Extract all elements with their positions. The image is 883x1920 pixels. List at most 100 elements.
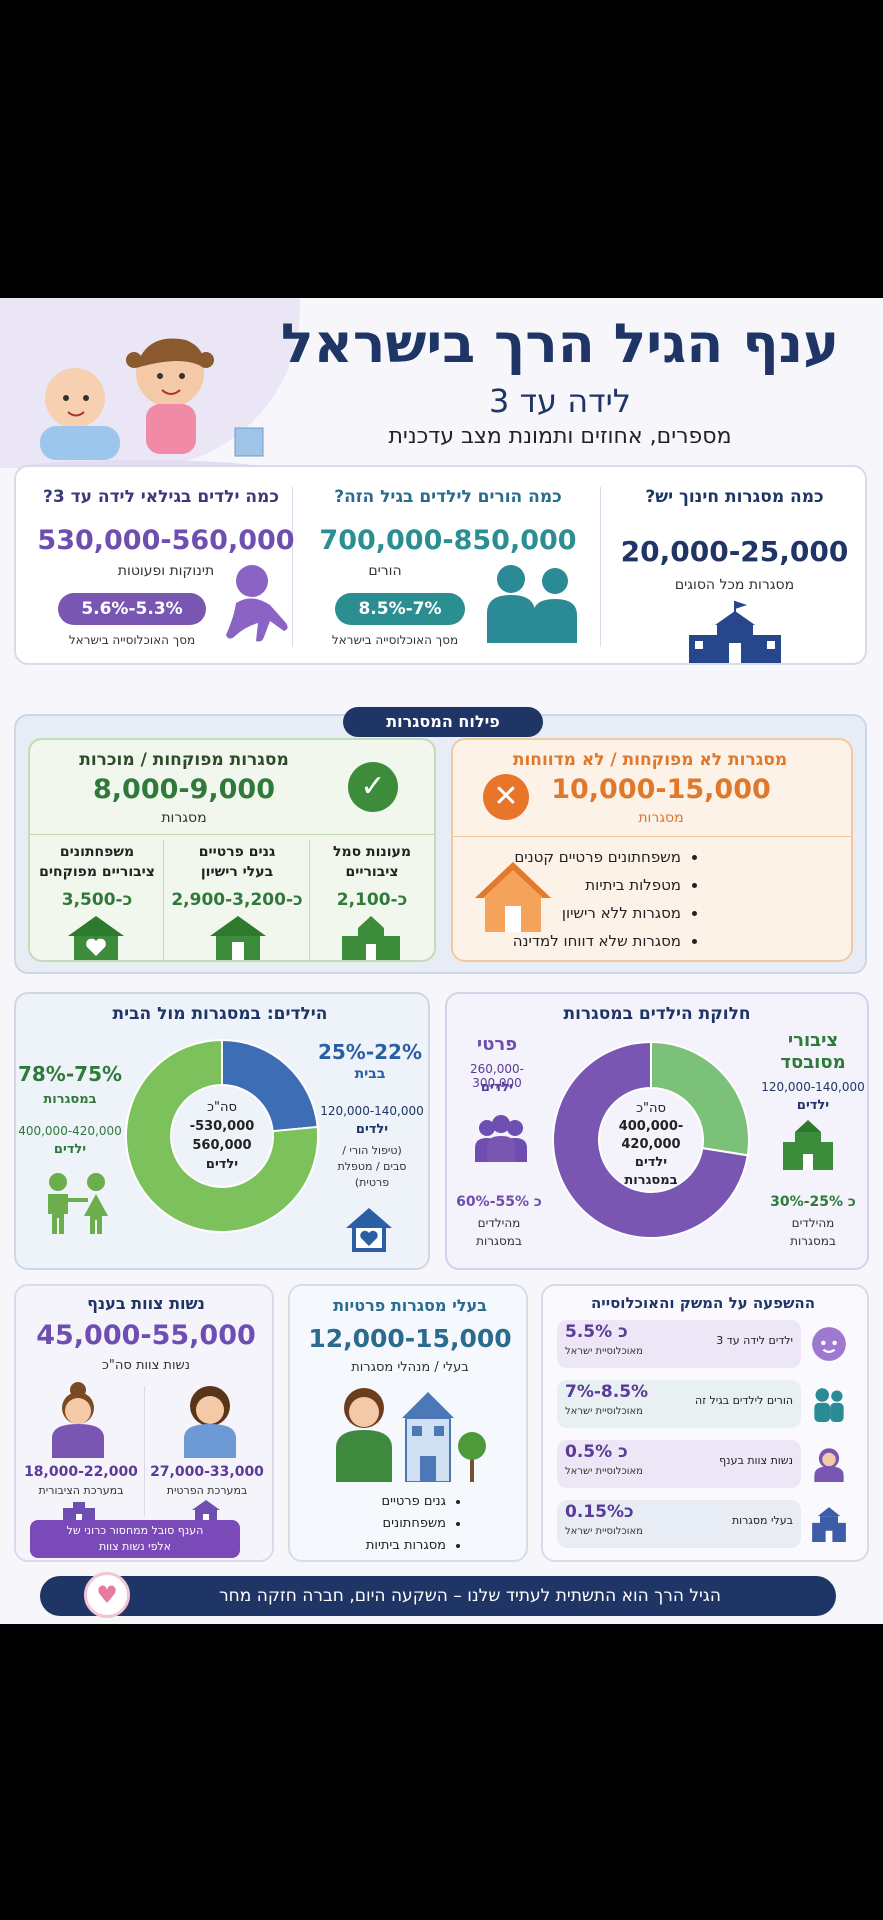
owners-title: בעלי מסגרות פרטיות: [333, 1296, 487, 1315]
unsupervised-unit: מסגרות: [638, 810, 684, 826]
divider: [453, 836, 851, 837]
staff-private-label: במערכת הפרטית: [166, 1484, 248, 1497]
parents-value: 700,000-850,000: [319, 525, 577, 556]
supervised-card: מסגרות מפוקחות / מוכרות 8,000-9,000 מסגר…: [28, 738, 436, 962]
unsupervised-card: מסגרות לא מפוקחות / לא מדווחות 10,000-15…: [451, 738, 853, 962]
supervised-col-label: משפחתונים: [59, 844, 135, 860]
divider: [144, 1386, 145, 1516]
staff-woman-public-icon: [52, 1382, 104, 1458]
divider: [309, 840, 310, 960]
institutions-desc: מסגרות מכל הסוגים: [674, 577, 795, 593]
impact-label: הורים לילדים בגיל זה: [695, 1394, 793, 1407]
breakdown-banner: פילוח המסגרות: [343, 707, 543, 737]
impact-label: נשות צוות בענף: [719, 1454, 793, 1467]
supervised-col-value: כ-3,500: [61, 890, 133, 910]
list-item: מסגרות ללא רישיון: [461, 904, 681, 922]
home-label: בבית: [354, 1066, 386, 1082]
impact-pct: כ0.15%: [565, 1502, 634, 1522]
donut-center-line: ילדים: [634, 1155, 668, 1170]
supervised-col-value: כ-2,100: [336, 890, 408, 910]
facility-label: במסגרות: [43, 1092, 97, 1107]
impact-row: כ 0.5% מאוכלוסיית ישראל נשות צוות בענף: [557, 1440, 801, 1488]
public-pct: כ 25%-30%: [770, 1194, 856, 1210]
private-pct-desc: מהילדים: [477, 1216, 521, 1230]
heart-house-icon: [68, 916, 124, 960]
home-unit: ילדים: [355, 1122, 389, 1137]
impact-pct-desc: מאוכלוסיית ישראל: [565, 1406, 643, 1417]
supervised-col-label: מעונות סמל: [333, 844, 411, 860]
donut-center-line: ילדים: [205, 1157, 239, 1172]
footer-text: הגיל הרך הוא התשתית לעתיד שלנו – השקעה ה…: [219, 1586, 721, 1606]
public-label: ציבורי: [787, 1030, 839, 1051]
owners-desc: בעלי / מנהלי מסגרות: [351, 1360, 469, 1375]
facility-value: 400,000-420,000: [18, 1124, 122, 1138]
x-circle-icon: ✕: [483, 774, 529, 820]
supervised-title: מסגרות מפוקחות / מוכרות: [79, 750, 289, 770]
staff-shortage-banner: הענף סובל ממחסור כרוני של אלפי נשות צוות: [30, 1520, 240, 1558]
house-icon: [475, 862, 551, 932]
staff-public-value: 18,000-22,000: [24, 1464, 138, 1480]
supervised-value: 8,000-9,000: [92, 774, 275, 805]
impact-label: בעלי מסגרות: [731, 1514, 793, 1527]
staff-title: נשות צוות בענף: [87, 1294, 205, 1313]
divider: [163, 840, 164, 960]
private-unit: ילדים: [480, 1080, 514, 1095]
unsupervised-value: 10,000-15,000: [551, 774, 771, 805]
page-tagline: מספרים, אחוזים ותמונת מצב עדכנית: [388, 424, 732, 449]
donut-center-line: סה"כ: [636, 1101, 666, 1116]
private-value: 260,000-300,000: [470, 1062, 524, 1090]
staff-woman-icon: [814, 1448, 844, 1482]
home-vs-title: הילדים: במסגרות מול הבית: [112, 1004, 328, 1024]
public-label: מסובסד: [780, 1052, 846, 1073]
babies-illustration: [20, 338, 264, 476]
children-icon: [48, 1173, 108, 1234]
kids-pct-desc: מסך האוכלוסייה בישראל: [68, 633, 196, 647]
donut-center-line: 560,000: [192, 1138, 252, 1153]
home-note: (טיפול הורי /: [342, 1144, 402, 1157]
footer-banner: [40, 1576, 836, 1616]
kids-pct-pill: 5.3%-5.6%: [58, 593, 206, 625]
institutions-question: כמה מסגרות חינוך יש?: [645, 487, 824, 507]
owners-card: בעלי מסגרות פרטיות 12,000-15,000 בעלי / …: [288, 1284, 528, 1562]
group-people-icon: [475, 1115, 527, 1162]
home-pct: 22%-25%: [317, 1040, 422, 1064]
kids-question: כמה ילדים בגילאי לידה עד 3?: [43, 487, 279, 507]
impact-row: כ0.15% מאוכלוסיית ישראל בעלי מסגרות: [557, 1500, 801, 1548]
impact-pct-desc: מאוכלוסיית ישראל: [565, 1466, 643, 1477]
donut-center-line: 530,000-: [189, 1119, 255, 1134]
crawling-baby-icon: [226, 565, 288, 642]
list-item: מטפלות ביתיות: [461, 876, 681, 894]
baby-icon: [812, 1327, 846, 1361]
donut-center-label: סה"כ 530,000- 560,000 ילדים: [162, 1098, 282, 1174]
page-subtitle: לידה עד 3: [489, 382, 631, 420]
impact-row: 7%-8.5% מאוכלוסיית ישראל הורים לילדים בגיל…: [557, 1380, 801, 1428]
public-value: 120,000-140,000: [761, 1080, 865, 1094]
staff-desc: נשות צוות סה"כ: [102, 1358, 190, 1373]
donut-center-line: במסגרות: [624, 1173, 678, 1188]
distribution-title: חלוקת הילדים במסגרות: [563, 1004, 751, 1024]
supervised-col-label: ציבוריים מפוקחים: [39, 864, 155, 880]
staff-value: 45,000-55,000: [36, 1320, 256, 1351]
home-vs-donut: [125, 1038, 320, 1233]
impact-title: ההשפעה על המשק והאוכלוסייה: [590, 1294, 816, 1312]
impact-row: כ 5.5% מאוכלוסיית ישראל ילדים לידה עד 3: [557, 1320, 801, 1368]
school-building-icon: [689, 601, 781, 663]
unsupervised-list: משפחתונים פרטיים קטנים מטפלות ביתיות מסג…: [461, 848, 701, 960]
distribution-card: חלוקת הילדים במסגרות סה"כ 400,000-420,00…: [445, 992, 869, 1270]
staff-shortage-line: הענף סובל ממחסור כרוני של: [66, 1524, 204, 1537]
impact-pct: כ 5.5%: [565, 1322, 628, 1342]
impact-card: ההשפעה על המשק והאוכלוסייה כ 5.5% מאוכלוס…: [541, 1284, 869, 1562]
private-pct: כ 55%-60%: [456, 1194, 542, 1210]
impact-pct: כ 0.5%: [565, 1442, 628, 1462]
parents-pct-pill: 7%-8.5%: [335, 593, 465, 625]
home-value: 120,000-140,000: [320, 1104, 424, 1118]
donut-slice-0: [650, 1040, 750, 1157]
donut-center-label: סה"כ 400,000-420,000 ילדים במסגרות: [591, 1100, 711, 1190]
private-label: פרטי: [476, 1034, 518, 1055]
parents-desc: הורים: [368, 563, 402, 579]
divider: [600, 487, 601, 647]
page-title: ענף הגיל הרך בישראל: [280, 312, 840, 375]
top-stats-card: כמה מסגרות חינוך יש? 20,000-25,000 מסגרו…: [14, 465, 867, 665]
parents-question: כמה הורים לילדים בגיל הזה?: [334, 487, 562, 507]
owner-with-building-icon: [336, 1388, 486, 1482]
